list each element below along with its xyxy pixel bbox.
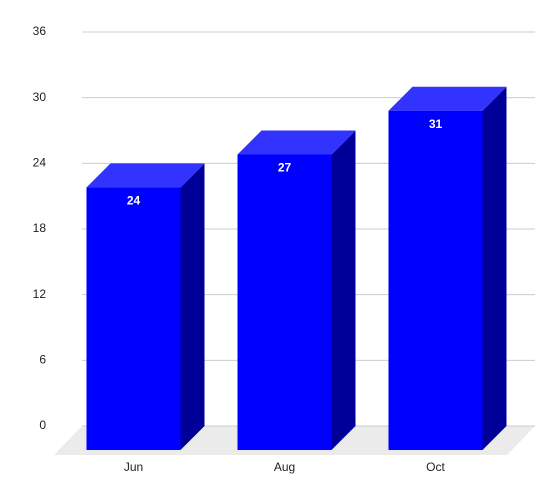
bar-top — [388, 86, 507, 111]
y-tick-label: 30 — [33, 90, 47, 104]
data-label: 27 — [278, 161, 292, 175]
y-tick-label: 0 — [39, 418, 46, 432]
x-tick-label: Aug — [274, 460, 295, 474]
bar-top — [86, 163, 205, 188]
y-tick-label: 36 — [33, 24, 47, 38]
data-label: 24 — [127, 194, 141, 208]
bar-side — [331, 130, 356, 450]
data-label: 31 — [429, 117, 443, 131]
y-tick-label: 12 — [33, 287, 47, 301]
bar-side — [180, 163, 205, 451]
y-tick-label: 24 — [33, 156, 47, 170]
bar-side — [482, 86, 507, 450]
bar-top — [237, 130, 356, 155]
x-tick-label: Jun — [124, 460, 143, 474]
bar — [86, 187, 181, 451]
y-tick-label: 18 — [33, 221, 47, 235]
x-tick-label: Oct — [426, 460, 445, 474]
bar — [388, 110, 483, 450]
y-tick-label: 6 — [39, 353, 46, 367]
bar — [237, 154, 332, 450]
